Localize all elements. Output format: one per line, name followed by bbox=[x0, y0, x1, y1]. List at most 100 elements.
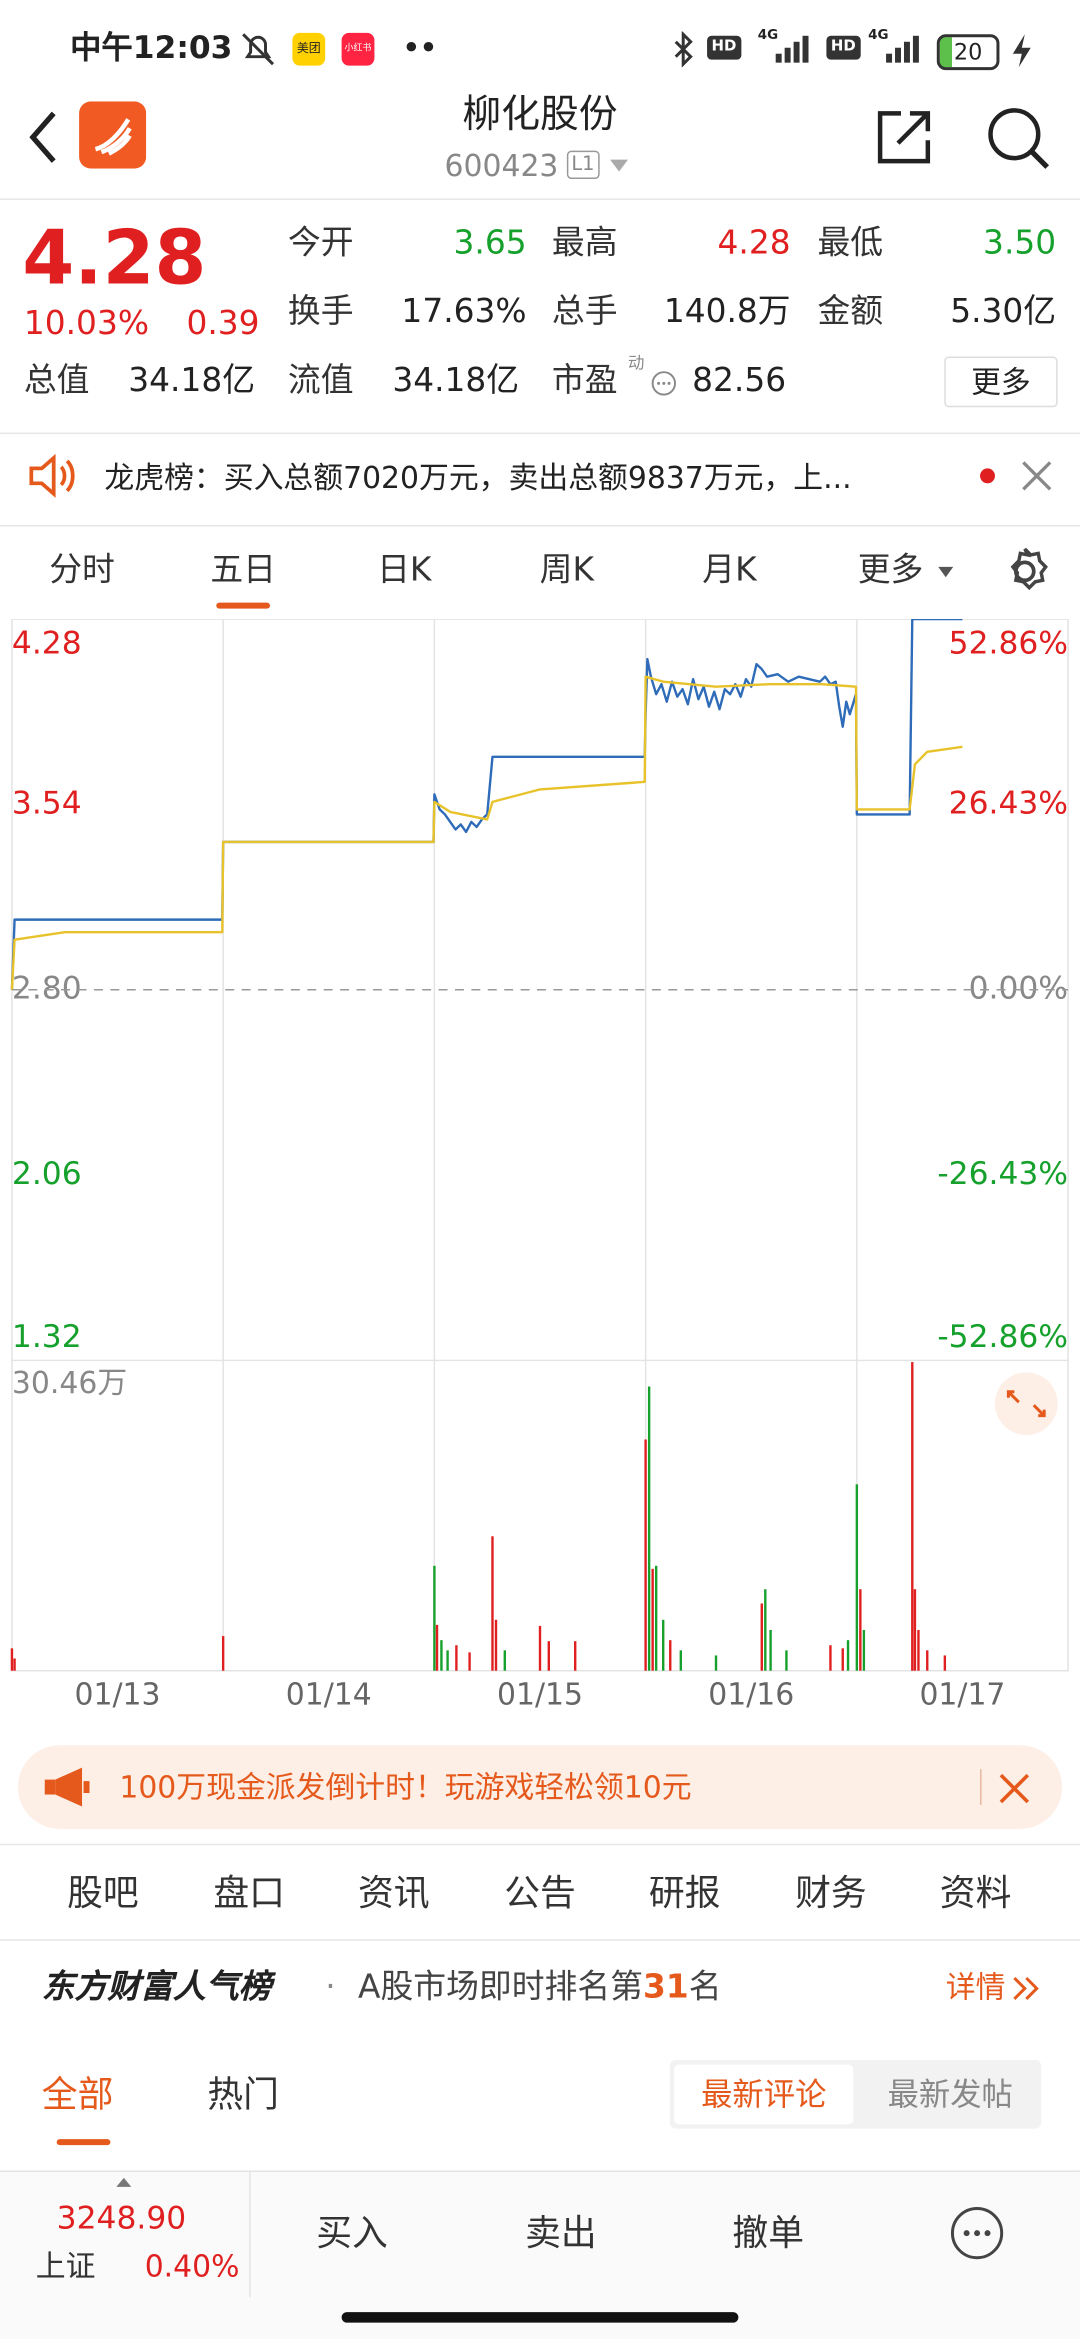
chart-tab[interactable]: 周K bbox=[539, 551, 595, 590]
stat-value: 3.65 bbox=[453, 225, 527, 263]
more-button[interactable]: 更多 bbox=[944, 356, 1058, 408]
close-button[interactable] bbox=[998, 1772, 1031, 1805]
search-button[interactable] bbox=[985, 104, 1051, 170]
home-indicator[interactable] bbox=[341, 2312, 739, 2323]
bottom-bar bbox=[0, 2170, 1080, 2307]
dropdown-arrow bbox=[938, 566, 954, 578]
section-tab[interactable]: 盘口 bbox=[213, 1872, 285, 1914]
chat-button[interactable] bbox=[949, 2205, 1006, 2262]
y2-tick-label: -52.86% bbox=[937, 1319, 1068, 1355]
y2-tick-label: 52.86% bbox=[949, 625, 1068, 661]
close-button[interactable] bbox=[1020, 459, 1053, 492]
volume-bar bbox=[491, 1536, 494, 1671]
stock-code: 600423 bbox=[444, 147, 559, 184]
stat-value: 4.28 bbox=[717, 225, 791, 263]
settings-button[interactable] bbox=[999, 546, 1050, 597]
trade-button[interactable]: 撤单 bbox=[732, 2212, 805, 2254]
app-logo bbox=[79, 101, 147, 169]
stat-value: 3.50 bbox=[983, 225, 1057, 263]
banner-text[interactable]: 100万现金派发倒计时！玩游戏轻松领10元 bbox=[119, 1769, 692, 1805]
charging-icon bbox=[1012, 34, 1031, 68]
five-day-chart: 01/13 01/14 01/15 01/16 01/17 4.28 52.86% 3.54 2… bbox=[10, 619, 1069, 1713]
chart-tab[interactable]: 更多 bbox=[857, 551, 924, 590]
y2-tick-label: -26.43% bbox=[937, 1156, 1068, 1192]
share-button[interactable] bbox=[874, 107, 934, 167]
network-type: 4G bbox=[868, 28, 889, 44]
hd-badge: HD bbox=[826, 35, 861, 60]
x-tick-label: 01/17 bbox=[919, 1678, 1005, 1713]
section-tab[interactable]: 资料 bbox=[939, 1872, 1012, 1914]
y2-tick-label: 0.00% bbox=[969, 971, 1068, 1007]
volume-bar bbox=[829, 1645, 832, 1671]
volume-bar bbox=[926, 1650, 929, 1671]
sort-option[interactable]: 最新评论 bbox=[674, 2064, 854, 2125]
stat-value: 82.56 bbox=[692, 362, 787, 400]
volume-bar bbox=[455, 1645, 458, 1671]
more-dots: •• bbox=[402, 32, 438, 65]
network-type: 4G bbox=[757, 28, 779, 44]
app-icon: 小红书 bbox=[341, 32, 375, 66]
volume-bar bbox=[503, 1650, 506, 1671]
volume-bar bbox=[10, 1648, 14, 1671]
y-tick-label: 1.32 bbox=[12, 1319, 82, 1355]
chart-tab[interactable]: 月K bbox=[702, 551, 757, 590]
chart-tab[interactable]: 五日 bbox=[210, 551, 276, 590]
section-tab[interactable]: 公告 bbox=[504, 1872, 576, 1914]
status-time: 中午12:03 bbox=[70, 29, 233, 66]
divider bbox=[0, 1939, 1080, 1941]
x-tick-label: 01/15 bbox=[497, 1678, 583, 1713]
volume-bar bbox=[913, 1589, 917, 1671]
stat-label: 最低 bbox=[817, 225, 884, 263]
dropdown-arrow[interactable] bbox=[609, 158, 630, 173]
back-button[interactable] bbox=[21, 107, 66, 167]
rank-prefix: A股市场即时排名第 bbox=[358, 1969, 644, 2007]
volume-tick-label: 30.46万 bbox=[12, 1366, 127, 1401]
divider bbox=[0, 432, 1080, 435]
filter-tab[interactable]: 热门 bbox=[207, 2073, 279, 2116]
info-icon[interactable] bbox=[650, 370, 677, 397]
volume-bar bbox=[662, 1619, 665, 1671]
unread-dot bbox=[980, 468, 995, 484]
volume-bar bbox=[547, 1641, 550, 1671]
divider bbox=[0, 525, 1080, 527]
trade-button[interactable]: 卖出 bbox=[525, 2212, 597, 2254]
volume-bar bbox=[654, 1565, 658, 1671]
volume-bar bbox=[764, 1589, 767, 1671]
section-tab[interactable]: 股吧 bbox=[67, 1872, 139, 1914]
notice-text[interactable]: 龙虎榜：买入总额7020万元，卖出总额9837万元，上... bbox=[104, 459, 852, 496]
index-value[interactable]: 3248.90 bbox=[56, 2200, 187, 2237]
y2-tick-label: 26.43% bbox=[949, 785, 1068, 821]
sort-option[interactable]: 最新发帖 bbox=[887, 2076, 1013, 2113]
volume-bar bbox=[13, 1658, 16, 1671]
volume-bar bbox=[760, 1603, 763, 1671]
volume-bar bbox=[435, 1624, 439, 1671]
volume-bar bbox=[433, 1565, 436, 1671]
section-tab[interactable]: 研报 bbox=[648, 1872, 721, 1914]
stat-value: 34.18亿 bbox=[128, 362, 256, 400]
chart-tab[interactable]: 日K bbox=[377, 551, 432, 590]
change-percent: 10.03% bbox=[23, 305, 150, 344]
separator bbox=[249, 2171, 251, 2298]
stat-label: 换手 bbox=[287, 293, 354, 332]
expand-icon[interactable] bbox=[1006, 1390, 1046, 1418]
battery: 20 bbox=[936, 34, 1000, 71]
filter-tab[interactable]: 全部 bbox=[41, 2073, 114, 2116]
section-tab[interactable]: 财务 bbox=[795, 1872, 867, 1914]
separator bbox=[980, 1769, 982, 1805]
expand-button-bg[interactable] bbox=[994, 1372, 1058, 1436]
section-tab[interactable]: 资讯 bbox=[358, 1872, 430, 1914]
volume-bar bbox=[440, 1640, 443, 1671]
detail-link[interactable]: 详情 bbox=[945, 1969, 1006, 2005]
volume-bar bbox=[862, 1629, 866, 1671]
volume-bar bbox=[859, 1589, 862, 1671]
volume-bar bbox=[644, 1439, 647, 1671]
trade-button[interactable]: 买入 bbox=[316, 2212, 388, 2254]
volume-bar bbox=[669, 1640, 672, 1671]
chart-tab[interactable]: 分时 bbox=[49, 551, 115, 590]
volume-bar bbox=[221, 1636, 225, 1671]
up-arrow bbox=[116, 2177, 132, 2187]
stat-value: 5.30亿 bbox=[950, 293, 1057, 332]
promo-banner[interactable] bbox=[17, 1745, 1063, 1829]
signal-icon bbox=[775, 35, 809, 63]
divider bbox=[0, 1843, 1080, 1846]
